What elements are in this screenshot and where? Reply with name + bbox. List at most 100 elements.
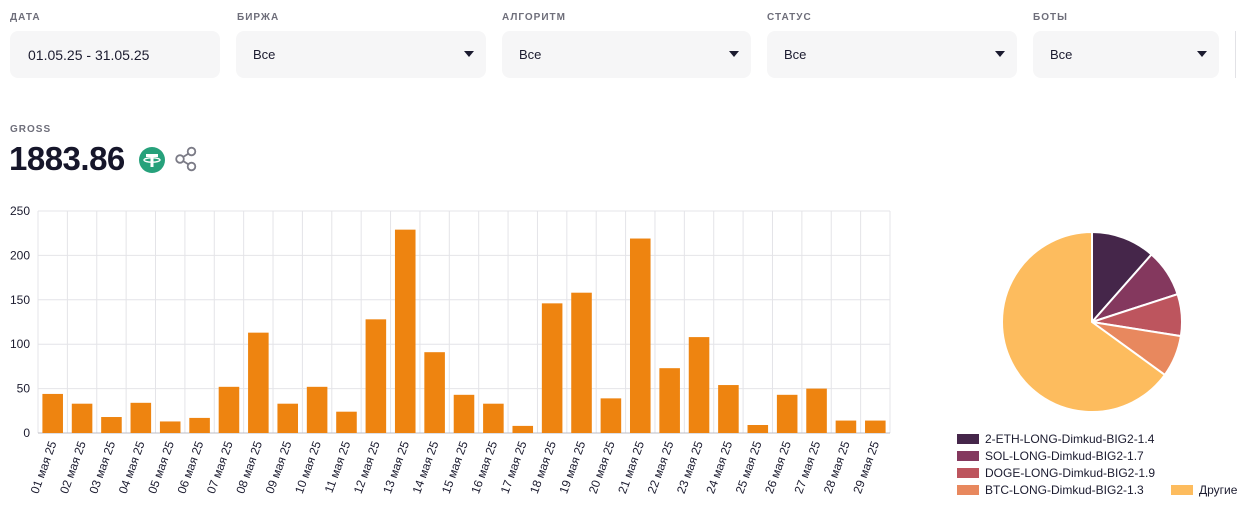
bar: [159, 421, 181, 433]
bar: [424, 352, 445, 433]
bar: [365, 319, 387, 433]
x-tick-label: 06 мая 25: [175, 439, 207, 496]
y-tick-label: 0: [23, 426, 30, 440]
bar: [453, 394, 475, 433]
legend-item[interactable]: 2-ETH-LONG-Dimkud-BIG2-1.4: [957, 432, 1154, 446]
legend-label: DOGE-LONG-Dimkud-BIG2-1.9: [985, 466, 1156, 480]
share-icon[interactable]: [172, 145, 200, 173]
y-tick-label: 150: [10, 293, 30, 307]
legend-swatch: [957, 485, 979, 495]
bar: [336, 411, 357, 433]
bar: [130, 402, 152, 433]
gross-label: GROSS: [10, 124, 52, 135]
bar: [277, 403, 299, 433]
exchange-select-value: Все: [253, 47, 276, 62]
legend-item[interactable]: BTC-LONG-Dimkud-BIG2-1.3: [957, 483, 1144, 497]
filter-algorithm-label: АЛГОРИТМ: [502, 12, 566, 23]
bots-select-value: Все: [1050, 47, 1073, 62]
bar: [394, 229, 416, 433]
bar: [541, 303, 563, 433]
date-range-picker[interactable]: 01.05.25 - 31.05.25: [10, 31, 220, 78]
bar: [718, 385, 739, 433]
chevron-down-icon: [464, 51, 474, 57]
legend-swatch: [957, 468, 979, 478]
y-tick-label: 50: [17, 382, 31, 396]
x-tick-label: 07 мая 25: [204, 439, 236, 496]
x-tick-label: 20 мая 25: [586, 439, 618, 496]
status-select-value: Все: [784, 47, 807, 62]
x-tick-label: 03 мая 25: [86, 439, 118, 496]
legend-swatch: [957, 434, 979, 444]
x-tick-label: 14 мая 25: [410, 439, 442, 496]
bar: [571, 292, 592, 433]
x-tick-label: 29 мая 25: [850, 439, 882, 496]
bar: [248, 332, 269, 433]
bots-select[interactable]: Все: [1033, 31, 1219, 78]
bar: [629, 238, 651, 433]
x-tick-label: 21 мая 25: [615, 439, 647, 496]
filter-bots-label: БОТЫ: [1033, 12, 1068, 23]
bar: [189, 417, 210, 433]
x-tick-label: 28 мая 25: [821, 439, 853, 496]
bar: [600, 398, 622, 433]
x-tick-label: 10 мая 25: [292, 439, 324, 496]
x-tick-label: 12 мая 25: [351, 439, 383, 496]
x-tick-label: 11 мая 25: [322, 439, 354, 495]
x-tick-label: 27 мая 25: [791, 439, 823, 496]
bar: [835, 420, 857, 433]
bar: [747, 425, 769, 433]
exchange-select[interactable]: Все: [236, 31, 486, 78]
x-tick-label: 22 мая 25: [645, 439, 677, 496]
legend-item[interactable]: Другие: [1171, 483, 1237, 497]
pie-slice: [1001, 230, 1167, 413]
bar: [512, 425, 534, 433]
filter-exchange-label: БИРЖА: [237, 12, 280, 23]
bar-chart-bars: [42, 229, 886, 433]
x-tick-label: 13 мая 25: [380, 439, 412, 496]
bar: [71, 403, 93, 433]
pie-slice: [1091, 230, 1153, 325]
filter-date-label: ДАТА: [10, 12, 41, 23]
next-filter-edge: [1235, 31, 1237, 78]
legend-label: BTC-LONG-Dimkud-BIG2-1.3: [985, 483, 1144, 497]
x-tick-label: 26 мая 25: [762, 439, 794, 496]
algorithm-select[interactable]: Все: [502, 31, 751, 78]
x-tick-label: 05 мая 25: [145, 439, 177, 496]
x-tick-label: 02 мая 25: [57, 439, 89, 496]
chevron-down-icon: [729, 51, 739, 57]
legend-item[interactable]: DOGE-LONG-Dimkud-BIG2-1.9: [957, 466, 1155, 480]
bar: [659, 368, 680, 433]
algorithm-select-value: Все: [519, 47, 542, 62]
bar: [806, 388, 827, 433]
y-tick-label: 200: [10, 248, 30, 262]
bar: [865, 420, 886, 433]
x-tick-label: 09 мая 25: [263, 439, 295, 496]
x-tick-label: 08 мая 25: [233, 439, 265, 496]
bar: [688, 337, 710, 433]
x-tick-label: 17 мая 25: [498, 439, 530, 496]
usdt-icon: [139, 147, 165, 173]
y-tick-label: 100: [10, 337, 30, 351]
x-tick-label: 16 мая 25: [468, 439, 500, 496]
legend-swatch: [1171, 485, 1193, 495]
x-tick-label: 18 мая 25: [527, 439, 559, 496]
date-range-value: 01.05.25 - 31.05.25: [28, 46, 150, 63]
bar: [101, 417, 122, 433]
bar: [776, 394, 798, 433]
x-tick-label: 25 мая 25: [733, 439, 765, 496]
x-tick-label: 15 мая 25: [439, 439, 471, 496]
gross-value: 1883.86: [9, 140, 125, 177]
x-tick-label: 01 мая 25: [28, 439, 60, 496]
bar: [42, 393, 63, 433]
bar: [483, 403, 504, 433]
status-select[interactable]: Все: [767, 31, 1017, 78]
bar: [306, 386, 328, 433]
x-tick-label: 19 мая 25: [556, 439, 588, 496]
legend-label: Другие: [1199, 483, 1237, 497]
bar-chart-y-axis: 0 50 100 150 200 250: [10, 204, 30, 440]
x-tick-label: 23 мая 25: [674, 439, 706, 496]
x-tick-label: 04 мая 25: [116, 439, 148, 496]
legend-item[interactable]: SOL-LONG-Dimkud-BIG2-1.7: [957, 449, 1144, 463]
